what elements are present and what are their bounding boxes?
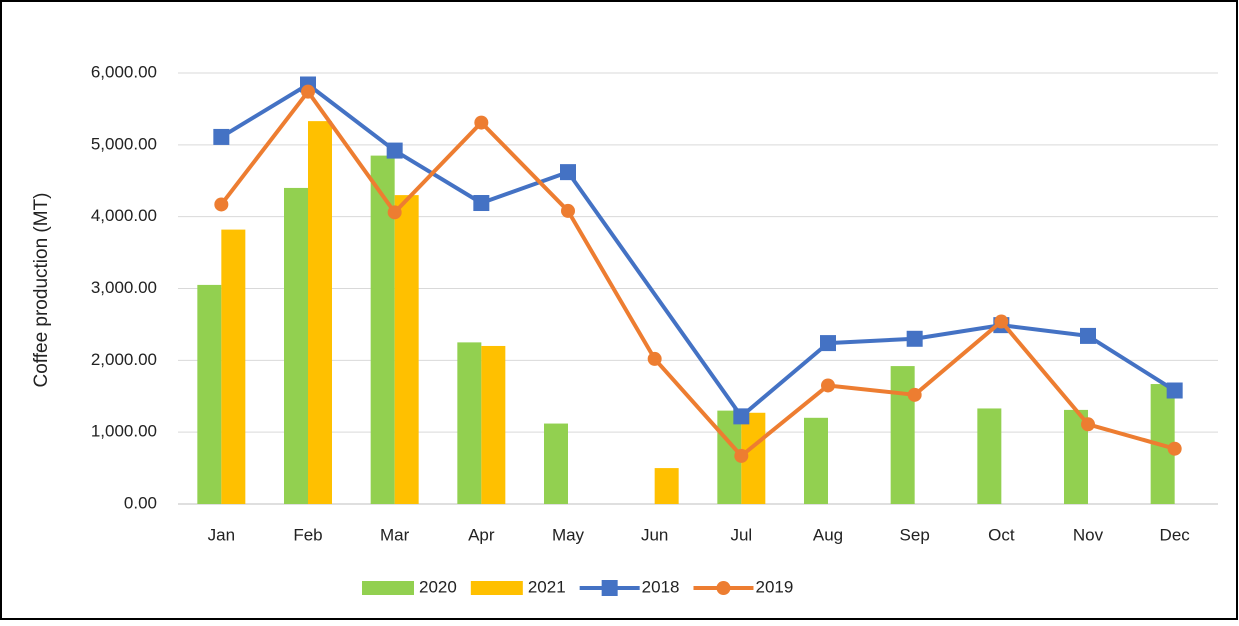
marker xyxy=(1166,382,1183,399)
marker xyxy=(473,195,490,212)
x-tick-label: Apr xyxy=(468,525,495,544)
x-tick-label: Jun xyxy=(641,525,668,544)
x-tick-label: Sep xyxy=(900,525,930,544)
y-tick-label: 2,000.00 xyxy=(91,350,157,369)
marker xyxy=(474,115,489,130)
y-tick-label: 3,000.00 xyxy=(91,278,157,297)
y-tick-label: 6,000.00 xyxy=(91,62,157,81)
bar xyxy=(308,121,332,505)
x-tick-label: Oct xyxy=(988,525,1015,544)
bar xyxy=(977,408,1002,504)
legend-label: 2021 xyxy=(528,577,566,596)
bar xyxy=(654,468,679,504)
y-tick-label: 0.00 xyxy=(124,493,157,512)
bar xyxy=(221,229,246,504)
marker xyxy=(647,351,662,366)
legend-marker xyxy=(601,580,618,596)
marker xyxy=(386,142,403,159)
y-tick-label: 1,000.00 xyxy=(91,422,157,441)
marker xyxy=(820,335,836,352)
marker xyxy=(214,197,229,212)
marker xyxy=(994,314,1009,329)
bar xyxy=(804,417,828,504)
line xyxy=(219,89,1176,458)
y-tick-label: 5,000.00 xyxy=(91,134,157,153)
bar xyxy=(481,345,506,504)
marker xyxy=(213,128,230,145)
marker xyxy=(733,408,750,425)
x-tick-label: Feb xyxy=(293,525,322,544)
legend-label: 2018 xyxy=(642,577,680,596)
marker xyxy=(907,387,922,402)
bar xyxy=(890,366,915,504)
marker xyxy=(1081,417,1095,432)
bar xyxy=(457,342,482,504)
marker xyxy=(560,164,576,181)
marker xyxy=(301,84,315,99)
marker xyxy=(906,330,923,347)
legend-swatch xyxy=(470,581,523,595)
marker xyxy=(1167,441,1182,456)
x-tick-label: Nov xyxy=(1073,525,1104,544)
y-tick-label: 4,000.00 xyxy=(91,206,157,225)
x-tick-label: May xyxy=(552,525,585,544)
x-tick-label: Dec xyxy=(1160,525,1191,544)
bar xyxy=(197,284,222,504)
legend-marker xyxy=(716,581,731,595)
marker xyxy=(387,205,402,220)
x-tick-label: Jan xyxy=(208,525,235,544)
marker xyxy=(734,448,749,463)
legend-label: 2020 xyxy=(419,577,457,596)
bar xyxy=(394,195,419,504)
x-tick-label: Jul xyxy=(730,525,752,544)
x-tick-label: Mar xyxy=(380,525,410,544)
legend-swatch xyxy=(362,581,414,595)
marker xyxy=(561,203,575,218)
legend-label: 2019 xyxy=(755,577,793,596)
y-axis-title: Coffee production (MT) xyxy=(31,192,52,387)
bar xyxy=(544,423,568,504)
marker xyxy=(1080,327,1096,344)
x-tick-label: Aug xyxy=(813,525,843,544)
bar xyxy=(284,187,308,504)
marker xyxy=(821,378,835,393)
